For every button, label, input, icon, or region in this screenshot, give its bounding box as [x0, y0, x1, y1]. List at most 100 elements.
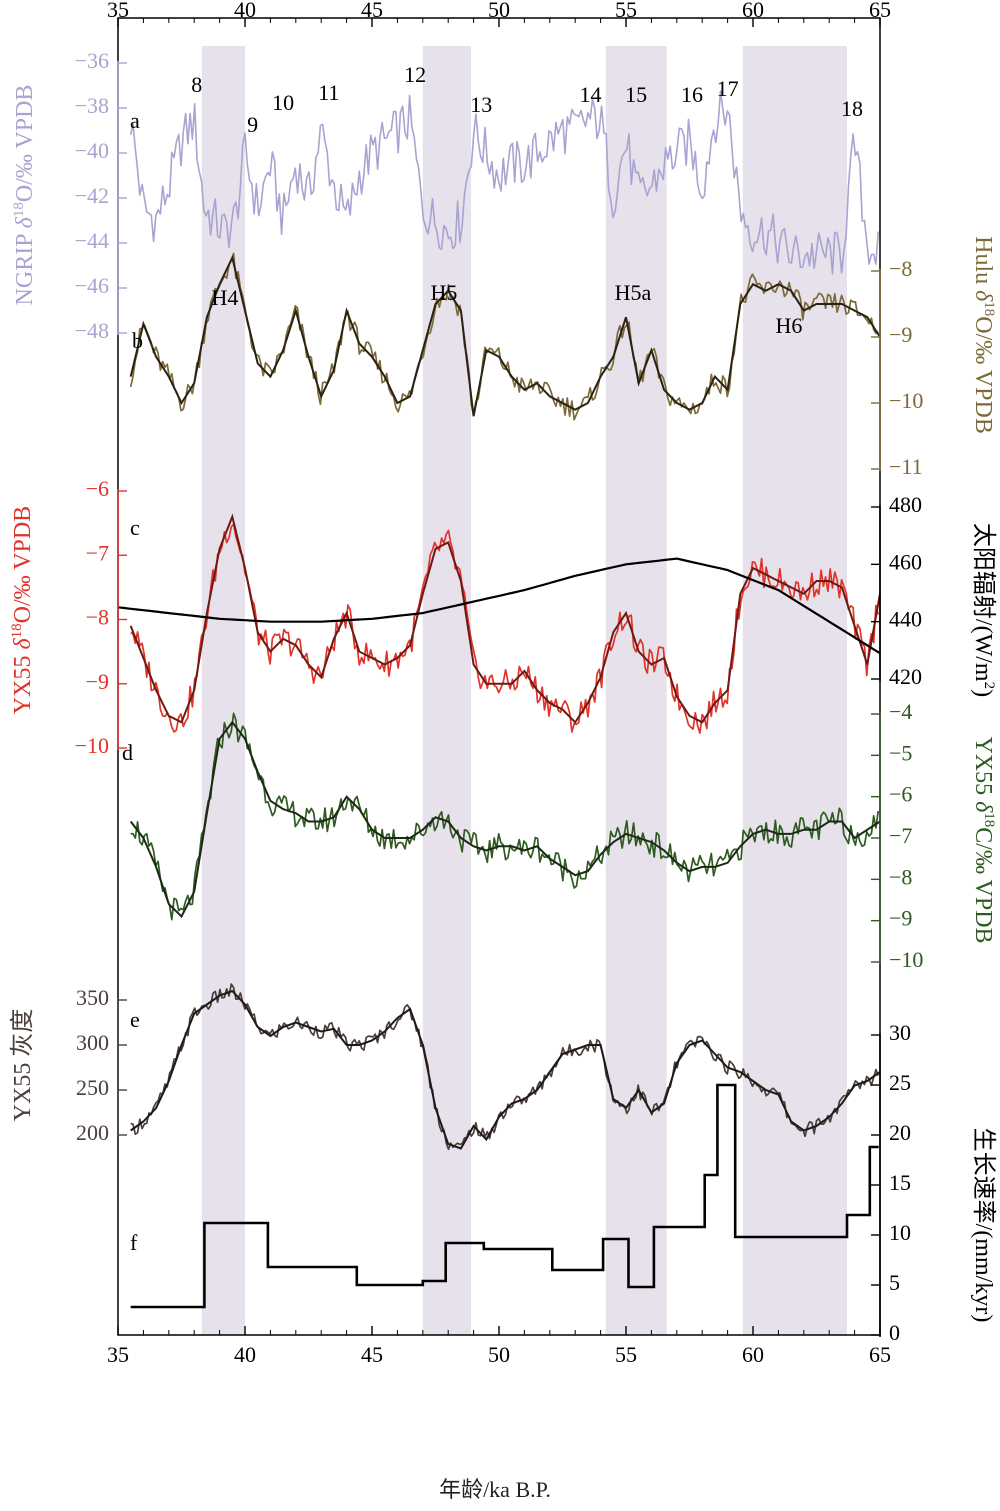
interstadial-label: 13 — [470, 92, 492, 117]
y-tick-label: 420 — [889, 664, 922, 689]
y-tick-label: 200 — [76, 1120, 109, 1145]
y-tick-label: 480 — [889, 492, 922, 517]
heinrich-label-h5: H5 — [431, 280, 458, 305]
y-axis-e: 200 250 300 350 — [76, 985, 127, 1145]
y-tick-label: −44 — [75, 228, 109, 253]
x-bottom-tick-label: 40 — [234, 1342, 256, 1367]
series-a-raw — [129, 90, 879, 275]
y-axis-insolation: 420 440 460 480 — [871, 492, 922, 689]
panel-label-c: c — [130, 515, 140, 540]
x-top-tick-label: 65 — [869, 0, 891, 22]
y-axis-f: 0 5 10 15 20 25 30 — [871, 1020, 911, 1345]
panel-label-d: d — [122, 740, 133, 765]
panel-label-e: e — [130, 1007, 140, 1032]
y-tick-label: −48 — [75, 318, 109, 343]
y-tick-label: 300 — [76, 1030, 109, 1055]
y-tick-label: 0 — [889, 1320, 900, 1345]
y-tick-label: 25 — [889, 1070, 911, 1095]
interstadial-label: 12 — [404, 62, 426, 87]
x-bottom-tick-label: 35 — [107, 1342, 129, 1367]
interstadial-label: 9 — [247, 112, 258, 137]
axes-layer: 3535404045455050555560606565−36−38−40−42… — [75, 0, 924, 1367]
panel-e — [130, 983, 881, 1151]
y-axis-title-text: YX55 — [970, 736, 996, 801]
series-e-smoothed — [130, 989, 881, 1150]
x-bottom-tick-label: 65 — [869, 1342, 891, 1367]
y-axis-title-insolation: 太阳辐射/(W/m2) — [970, 523, 997, 697]
series-b-smoothed — [129, 254, 881, 417]
interstadial-label: 15 — [625, 82, 647, 107]
y-tick-label: −7 — [86, 540, 109, 565]
y-axis-title-unit: O/‰ VPDB — [10, 506, 36, 624]
x-axis-label: 年龄/ka B.P. — [439, 1477, 551, 1502]
shaded-interval-h5a — [605, 46, 667, 1335]
y-tick-label: −10 — [75, 733, 109, 758]
y-tick-label: −8 — [889, 864, 912, 889]
y-tick-label: 440 — [889, 607, 922, 632]
shaded-interval-h5 — [422, 46, 472, 1335]
y-axis-title-b: Hulu δ18O/‰ VPDB — [970, 236, 997, 434]
y-tick-label: −9 — [889, 906, 912, 931]
y-axis-title-sup: 18 — [981, 301, 997, 316]
y-tick-label: 30 — [889, 1020, 911, 1045]
interstadial-label: 11 — [318, 80, 339, 105]
y-axis-title-var: δ — [12, 216, 38, 228]
y-tick-label: −40 — [75, 138, 109, 163]
y-tick-label: 15 — [889, 1170, 911, 1195]
y-tick-label: −8 — [889, 256, 912, 281]
y-tick-label: −46 — [75, 273, 109, 298]
y-axis-title-var: δ — [970, 290, 996, 302]
x-bottom-tick-label: 60 — [742, 1342, 764, 1367]
y-tick-label: −11 — [889, 454, 923, 479]
y-tick-label: −6 — [86, 476, 109, 501]
y-axis-title-text: Hulu — [970, 236, 996, 290]
y-tick-label: −6 — [889, 782, 912, 807]
y-axis-title-a: NGRIP δ18O/‰ VPDB — [11, 85, 38, 306]
panel-a — [129, 90, 879, 275]
panel-d — [129, 712, 881, 921]
x-bottom-tick-label: 50 — [488, 1342, 510, 1367]
x-top-tick-label: 40 — [234, 0, 256, 22]
interstadial-label: 14 — [579, 82, 601, 107]
y-tick-label: −42 — [75, 183, 109, 208]
panel-label-f: f — [130, 1230, 138, 1255]
panel-label-a: a — [130, 108, 140, 133]
y-axis-title-sup: 18 — [9, 623, 25, 638]
panel-label-b: b — [132, 328, 143, 353]
heinrich-label-h5a: H5a — [615, 280, 652, 305]
y-axis-b: −11 −10 −9 −8 — [871, 256, 923, 479]
growth-rate-step-line — [130, 1083, 879, 1309]
y-axis-title-var: δ — [970, 801, 996, 813]
y-tick-label: 250 — [76, 1075, 109, 1100]
y-axis-title-e: YX55 灰度 — [9, 1009, 36, 1122]
panel-f — [130, 1083, 879, 1309]
interstadial-label: 17 — [717, 76, 739, 101]
x-top-tick-label: 60 — [742, 0, 764, 22]
insolation-line — [117, 557, 881, 655]
y-tick-label: −9 — [889, 322, 912, 347]
y-tick-label: −36 — [75, 48, 109, 73]
y-axis-title-text: YX55 — [10, 650, 36, 715]
y-axis-title-sup: 2 — [981, 682, 997, 690]
series-d-smoothed — [129, 720, 881, 919]
shaded-interval-h4 — [201, 46, 245, 1335]
series-e-raw — [130, 983, 879, 1151]
panel-b — [129, 252, 881, 421]
y-tick-label: 350 — [76, 985, 109, 1010]
x-top-tick-label: 50 — [488, 0, 510, 22]
y-axis-title-d: YX55 δ18C/‰ VPDB — [970, 736, 997, 943]
y-axis-title-var: δ — [10, 638, 36, 650]
y-axis-d: −10 −9 −8 −7 −6 −5 −4 — [871, 699, 923, 972]
x-bottom-tick-label: 55 — [615, 1342, 637, 1367]
x-top-tick-label: 55 — [615, 0, 637, 22]
series-c-raw — [130, 523, 880, 734]
y-axis-title-text: 生长速率/(mm/kyr) — [970, 1128, 997, 1323]
y-tick-label: −4 — [889, 699, 912, 724]
y-axis-title-unit: C/‰ VPDB — [970, 827, 996, 943]
y-axis-title-text: NGRIP — [12, 228, 38, 305]
y-tick-label: −7 — [889, 823, 912, 848]
y-axis-title-unit: O/‰ VPDB — [970, 316, 996, 434]
y-axis-title-c: YX55 δ18O/‰ VPDB — [9, 506, 36, 714]
